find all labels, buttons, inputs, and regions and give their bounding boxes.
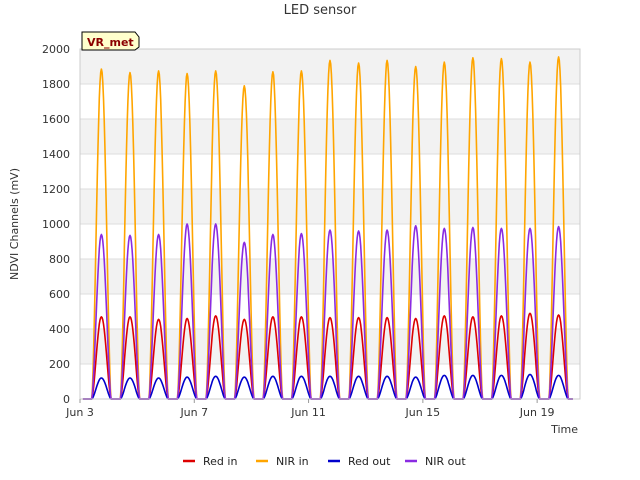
y-tick-label: 0: [63, 393, 70, 406]
x-tick-label: Jun 11: [290, 406, 326, 419]
series-line-red-in: [82, 312, 573, 400]
chart-title: LED sensor: [284, 3, 357, 18]
x-tick-label: Jun 3: [65, 406, 94, 419]
plot-band: [80, 119, 580, 154]
y-axis-ticks: 0 200 400 600 800 1000 1200 1400 1600 1800 2000: [42, 43, 70, 406]
y-tick-label: 1200: [42, 183, 70, 196]
series-line-nir-in: [82, 56, 573, 400]
y-tick-label: 800: [49, 253, 70, 266]
legend-label: NIR in: [276, 455, 309, 468]
y-axis-title: NDVI Channels (mV): [8, 168, 21, 280]
plot-band: [80, 189, 580, 224]
legend-label: Red out: [348, 455, 391, 468]
y-tick-label: 1600: [42, 113, 70, 126]
site-badge: VR_met: [81, 31, 140, 51]
x-axis-ticks: Jun 3 Jun 7 Jun 11 Jun 15 Jun 19: [65, 399, 554, 419]
y-tick-label: 1800: [42, 78, 70, 91]
x-tick-label: Jun 19: [519, 406, 555, 419]
legend-label: NIR out: [425, 455, 466, 468]
plot-band: [80, 49, 580, 84]
x-tick-label: Jun 7: [179, 406, 208, 419]
y-tick-label: 400: [49, 323, 70, 336]
y-tick-label: 1400: [42, 148, 70, 161]
series-layer: [82, 56, 573, 400]
series-line-nir-out: [82, 223, 573, 400]
plot-frame: [79, 48, 581, 400]
legend: Red in NIR in Red out NIR out: [183, 455, 466, 468]
y-tick-label: 200: [49, 358, 70, 371]
y-tick-label: 600: [49, 288, 70, 301]
x-tick-label: Jun 15: [405, 406, 441, 419]
series-line-red-out: [82, 373, 573, 400]
legend-label: Red in: [203, 455, 237, 468]
site-badge-box: [81, 31, 140, 51]
x-axis-title: Time: [550, 423, 578, 436]
y-tick-label: 2000: [42, 43, 70, 56]
y-tick-label: 1000: [42, 218, 70, 231]
site-badge-label: VR_met: [87, 36, 134, 49]
